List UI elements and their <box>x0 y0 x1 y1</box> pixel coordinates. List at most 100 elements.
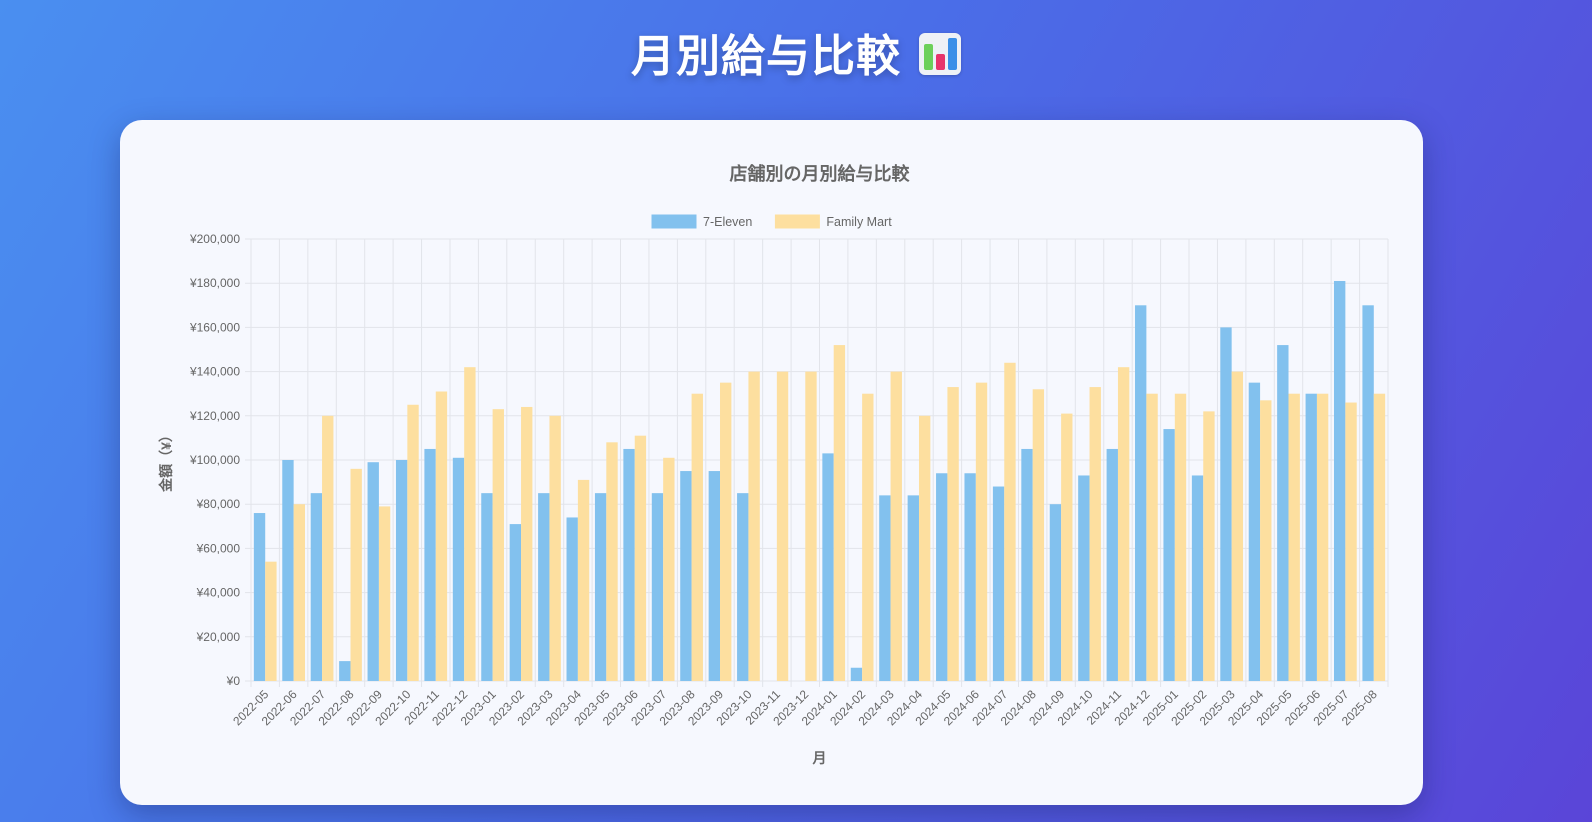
bar-7-eleven <box>850 667 863 681</box>
bar-family-mart <box>691 393 703 681</box>
bar-7-eleven <box>253 513 266 681</box>
bar-7-eleven <box>1333 280 1346 681</box>
bar-family-mart <box>1004 362 1016 681</box>
bar-family-mart <box>265 561 277 681</box>
bar-family-mart <box>720 382 732 681</box>
bar-7-eleven <box>1135 305 1147 681</box>
bar-7-eleven <box>481 493 493 681</box>
bar-7-eleven <box>538 493 550 681</box>
bar-7-eleven <box>594 493 607 681</box>
bar-family-mart <box>1061 413 1073 681</box>
y-tick-label: ¥120,000 <box>189 409 240 423</box>
bar-7-eleven <box>623 448 635 681</box>
y-tick-label: ¥20,000 <box>196 630 241 644</box>
bar-family-mart <box>322 415 334 681</box>
bar-family-mart <box>634 435 647 681</box>
bar-chart-icon <box>919 33 961 75</box>
bar-7-eleven <box>1277 345 1289 681</box>
bar-family-mart <box>577 479 590 681</box>
bar-family-mart <box>1174 393 1187 681</box>
salary-bar-chart: 店舗別の月別給与比較 7-Eleven Family Mart ¥0 ¥20,000 ¥4… <box>158 163 1389 766</box>
y-tick-label: ¥140,000 <box>189 365 240 379</box>
bar-7-eleven <box>1248 382 1261 681</box>
bar-family-mart <box>1203 411 1215 681</box>
bar-family-mart <box>407 404 419 681</box>
bar-7-eleven <box>424 448 436 681</box>
bar-family-mart <box>521 406 533 681</box>
bar-family-mart <box>435 391 448 681</box>
bar-7-eleven <box>1021 448 1033 681</box>
bar-7-eleven <box>566 517 578 681</box>
bar-family-mart <box>464 367 476 681</box>
y-tick-label: ¥80,000 <box>196 497 241 511</box>
bar-family-mart <box>1117 367 1130 681</box>
x-axis-title: 月 <box>812 750 827 766</box>
bar-family-mart <box>1288 393 1300 681</box>
bar-7-eleven <box>395 460 408 681</box>
bar-family-mart <box>890 371 902 681</box>
bar-7-eleven <box>992 486 1005 681</box>
bar-7-eleven <box>737 493 749 681</box>
y-tick-label: ¥180,000 <box>189 276 240 290</box>
bar-family-mart <box>663 457 675 681</box>
bar-family-mart <box>862 393 874 681</box>
bar-7-eleven <box>1049 504 1062 681</box>
bar-7-eleven <box>879 495 891 681</box>
bar-7-eleven <box>1078 475 1090 681</box>
bar-family-mart <box>350 468 362 681</box>
bar-7-eleven <box>339 661 351 681</box>
bar-7-eleven <box>936 473 948 681</box>
page-title-text: 月別給与比較 <box>631 31 901 82</box>
chart-title: 店舗別の月別給与比較 <box>730 163 911 184</box>
legend-label-1: Family Mart <box>826 215 892 229</box>
bar-7-eleven <box>651 493 664 681</box>
y-tick-label: ¥40,000 <box>196 586 241 600</box>
bar-family-mart <box>975 382 988 681</box>
y-tick-label: ¥200,000 <box>189 232 240 246</box>
bar-family-mart <box>776 371 789 681</box>
bar-family-mart <box>833 345 846 681</box>
bar-family-mart <box>805 371 817 681</box>
y-tick-label: ¥0 <box>226 674 241 688</box>
y-tick-label: ¥60,000 <box>196 541 241 555</box>
bar-family-mart <box>606 442 618 681</box>
bar-family-mart <box>1316 393 1329 681</box>
bar-7-eleven <box>680 471 692 681</box>
bar-7-eleven <box>367 462 379 681</box>
bar-7-eleven <box>1362 305 1374 681</box>
bar-family-mart <box>378 506 391 681</box>
bar-family-mart <box>1146 393 1158 681</box>
bar-7-eleven <box>822 453 834 681</box>
bar-family-mart <box>1089 387 1101 681</box>
page-title: 月別給与比較 <box>0 20 1592 84</box>
bar-7-eleven <box>907 495 919 681</box>
bar-family-mart <box>492 409 504 681</box>
bar-family-mart <box>947 387 959 681</box>
legend-swatch-1 <box>774 214 820 229</box>
bar-family-mart <box>1032 389 1045 681</box>
bar-7-eleven <box>708 471 721 681</box>
chart-card: 店舗別の月別給与比較 7-Eleven Family Mart ¥0 ¥20,000 ¥4… <box>120 120 1423 805</box>
bar-family-mart <box>1260 400 1272 681</box>
bar-family-mart <box>1373 393 1386 681</box>
bar-family-mart <box>293 504 306 681</box>
bar-family-mart <box>918 415 931 681</box>
bar-family-mart <box>1345 402 1357 681</box>
bar-7-eleven <box>509 524 522 681</box>
y-tick-label: ¥160,000 <box>189 320 240 334</box>
bar-7-eleven <box>1106 448 1118 681</box>
legend-label-0: 7-Eleven <box>703 215 752 229</box>
bar-7-eleven <box>1191 475 1204 681</box>
bar-7-eleven <box>1220 327 1232 681</box>
bar-7-eleven <box>1163 429 1175 681</box>
bar-family-mart <box>549 415 561 681</box>
bar-7-eleven <box>452 457 465 681</box>
bar-7-eleven <box>310 493 323 681</box>
bar-7-eleven <box>964 473 976 681</box>
bar-family-mart <box>1231 371 1244 681</box>
bar-family-mart <box>748 371 760 681</box>
legend-swatch-0 <box>651 214 697 229</box>
bar-7-eleven <box>1305 393 1317 681</box>
bar-7-eleven <box>282 460 294 681</box>
y-tick-label: ¥100,000 <box>189 453 240 467</box>
